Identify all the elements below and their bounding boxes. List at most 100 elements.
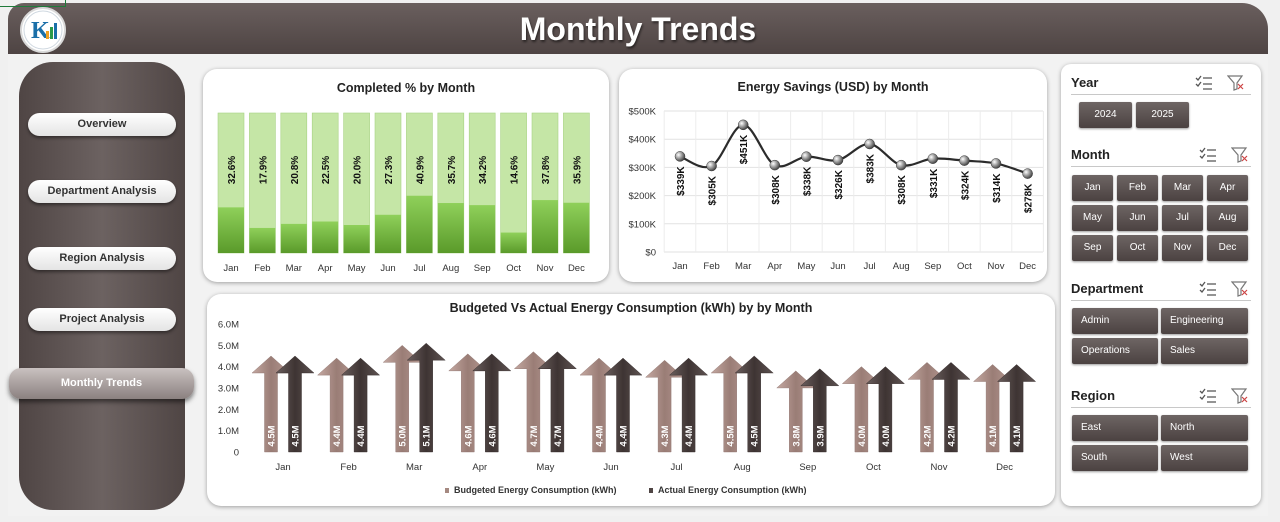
consumption-x-tick: Jun bbox=[603, 462, 618, 473]
consumption-chart-svg: 0 1.0M 2.0M 3.0M 4.0M 5.0M 6.0M 4.5M 4.5M Jan 4.4M… bbox=[218, 320, 1037, 473]
nav-overview-button[interactable]: Overview bbox=[28, 113, 176, 136]
savings-x-tick: Dec bbox=[1019, 261, 1036, 272]
actual-arrow-jan bbox=[275, 355, 315, 453]
savings-data-label: $383K bbox=[866, 153, 877, 183]
department-sales-button[interactable]: Sales bbox=[1161, 338, 1248, 364]
completed-bar-jul bbox=[406, 195, 433, 253]
savings-point-mar bbox=[737, 119, 749, 131]
savings-point-sep bbox=[927, 153, 939, 164]
completed-data-label: 40.9% bbox=[415, 156, 426, 184]
month-sep-button[interactable]: Sep bbox=[1072, 235, 1113, 261]
nav-region-analysis-button[interactable]: Region Analysis bbox=[28, 247, 176, 270]
actual-arrow-jul bbox=[669, 357, 709, 453]
month-apr-button[interactable]: Apr bbox=[1207, 175, 1248, 201]
department-slicer-title: Department bbox=[1071, 281, 1144, 296]
savings-data-label: $451K bbox=[739, 134, 750, 164]
completed-bar-feb bbox=[249, 227, 276, 253]
department-admin-button[interactable]: Admin bbox=[1072, 308, 1158, 334]
month-may-button[interactable]: May bbox=[1072, 205, 1113, 231]
legend-budgeted-label: Budgeted Energy Consumption (kWh) bbox=[454, 485, 617, 495]
completed-x-tick: Jul bbox=[413, 263, 425, 274]
completed-bar-nov bbox=[532, 200, 558, 253]
multi-select-icon[interactable] bbox=[1199, 147, 1217, 163]
clear-filter-icon[interactable] bbox=[1231, 147, 1249, 163]
region-north-button[interactable]: North bbox=[1161, 415, 1248, 441]
month-mar-button[interactable]: Mar bbox=[1162, 175, 1203, 201]
actual-data-label: 3.9M bbox=[815, 425, 826, 446]
savings-x-tick: Aug bbox=[893, 261, 910, 272]
completed-bar-mar bbox=[280, 223, 307, 253]
month-jan-button[interactable]: Jan bbox=[1072, 175, 1113, 201]
month-jul-button[interactable]: Jul bbox=[1162, 205, 1203, 231]
nav-project-analysis-button[interactable]: Project Analysis bbox=[28, 308, 176, 331]
completed-data-label: 35.7% bbox=[447, 156, 458, 184]
completed-x-tick: Mar bbox=[286, 263, 302, 274]
consumption-x-tick: Nov bbox=[931, 462, 948, 473]
region-south-button[interactable]: South bbox=[1072, 445, 1158, 471]
month-dec-button[interactable]: Dec bbox=[1207, 235, 1248, 261]
consumption-y-tick: 0 bbox=[234, 448, 239, 459]
multi-select-icon[interactable] bbox=[1199, 281, 1217, 297]
energy-consumption-chart: Budgeted Vs Actual Energy Consumption (k… bbox=[207, 294, 1055, 506]
consumption-y-tick: 3.0M bbox=[218, 384, 239, 395]
completed-x-tick: Aug bbox=[442, 263, 459, 274]
consumption-y-tick: 1.0M bbox=[218, 426, 239, 437]
consumption-y-tick: 5.0M bbox=[218, 341, 239, 352]
actual-arrow-mar bbox=[406, 342, 446, 453]
budgeted-data-label: 4.6M bbox=[463, 425, 474, 446]
actual-arrow-jun bbox=[603, 357, 643, 453]
completed-chart-title: Completed % by Month bbox=[336, 81, 476, 95]
budgeted-arrow-oct bbox=[841, 366, 881, 453]
year-slicer-header: Year bbox=[1071, 73, 1251, 95]
actual-data-label: 4.4M bbox=[619, 425, 630, 446]
consumption-y-tick: 4.0M bbox=[218, 362, 239, 373]
region-east-button[interactable]: East bbox=[1072, 415, 1158, 441]
nav-monthly-trends-button[interactable]: Monthly Trends bbox=[9, 368, 194, 399]
nav-department-analysis-button[interactable]: Department Analysis bbox=[28, 180, 176, 203]
multi-select-icon[interactable] bbox=[1195, 75, 1213, 91]
budgeted-arrow-aug bbox=[710, 355, 750, 453]
clear-filter-icon[interactable] bbox=[1227, 75, 1245, 91]
month-nov-button[interactable]: Nov bbox=[1162, 235, 1203, 261]
savings-x-tick: Jun bbox=[830, 261, 845, 272]
savings-x-tick: Nov bbox=[988, 261, 1005, 272]
year-2025-button[interactable]: 2025 bbox=[1136, 102, 1189, 128]
actual-data-label: 5.1M bbox=[422, 425, 433, 446]
year-2024-button[interactable]: 2024 bbox=[1079, 102, 1132, 128]
header-bar: K Monthly Trends bbox=[8, 3, 1268, 54]
budgeted-data-label: 4.0M bbox=[857, 425, 868, 446]
consumption-y-tick: 2.0M bbox=[218, 405, 239, 416]
completed-x-tick: Feb bbox=[254, 263, 270, 274]
savings-x-tick: Apr bbox=[767, 261, 782, 272]
logo-letter: K bbox=[31, 18, 50, 44]
savings-data-label: $331K bbox=[929, 168, 940, 198]
consumption-x-tick: Oct bbox=[866, 462, 881, 473]
clear-filter-icon[interactable] bbox=[1231, 281, 1249, 297]
budgeted-data-label: 4.2M bbox=[923, 425, 934, 446]
completed-data-label: 14.6% bbox=[510, 156, 521, 184]
department-engineering-button[interactable]: Engineering bbox=[1161, 308, 1248, 334]
legend-actual-label: Actual Energy Consumption (kWh) bbox=[658, 485, 807, 495]
region-west-button[interactable]: West bbox=[1161, 445, 1248, 471]
consumption-chart-title: Budgeted Vs Actual Energy Consumption (k… bbox=[449, 301, 813, 315]
savings-y-tick: $500K bbox=[629, 107, 657, 118]
month-aug-button[interactable]: Aug bbox=[1207, 205, 1248, 231]
actual-arrow-dec bbox=[997, 364, 1037, 453]
month-feb-button[interactable]: Feb bbox=[1117, 175, 1158, 201]
consumption-x-tick: Dec bbox=[996, 462, 1013, 473]
completed-data-label: 27.3% bbox=[384, 156, 395, 184]
savings-data-label: $308K bbox=[897, 174, 908, 204]
savings-data-label: $305K bbox=[708, 175, 719, 205]
month-oct-button[interactable]: Oct bbox=[1117, 235, 1158, 261]
completed-bar-jun bbox=[375, 214, 401, 253]
month-jun-button[interactable]: Jun bbox=[1117, 205, 1158, 231]
department-operations-button[interactable]: Operations bbox=[1072, 338, 1158, 364]
budgeted-data-label: 4.7M bbox=[529, 425, 540, 446]
actual-data-label: 4.2M bbox=[947, 425, 958, 446]
actual-data-label: 4.7M bbox=[553, 425, 564, 446]
budgeted-arrow-feb bbox=[317, 357, 357, 453]
clear-filter-icon[interactable] bbox=[1231, 388, 1249, 404]
multi-select-icon[interactable] bbox=[1199, 388, 1217, 404]
actual-arrow-apr bbox=[472, 353, 512, 453]
completed-x-tick: Jan bbox=[223, 263, 238, 274]
